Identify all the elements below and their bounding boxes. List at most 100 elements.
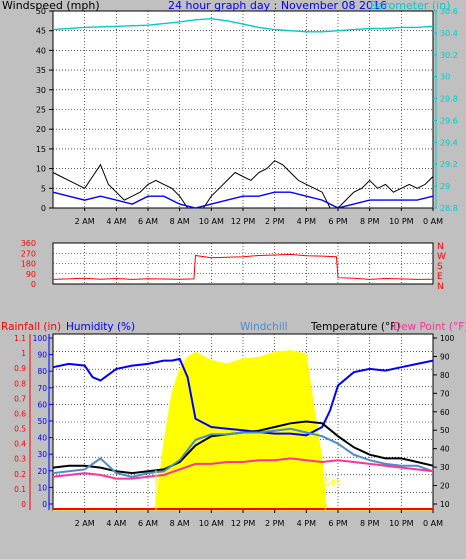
windspeed-tick-label: 15 [36, 145, 46, 154]
humidity-tick-label: 70 [37, 384, 47, 393]
direction-tick-label: 0 [31, 280, 36, 289]
rainfall-label: Rainfall (in) [1, 321, 61, 333]
temperature-tick-label: 30 [440, 463, 450, 472]
temperature-tick-label: 60 [440, 408, 450, 417]
temperature-tick-label: 50 [440, 426, 450, 435]
x-tick-label: 6 AM [138, 217, 158, 226]
compass-tick-label: S [437, 262, 443, 272]
x-tick-label: 8 PM [360, 217, 379, 226]
x-tick-label: 10 AM [199, 519, 224, 528]
direction-panel-grid [53, 243, 433, 284]
humidity-tick-label: 80 [37, 367, 47, 376]
temperature-tick-label: 100 [440, 334, 455, 343]
direction-panel-series [52, 253, 434, 280]
barometer-tick-label: 29.2 [440, 160, 458, 169]
humidity-label: Humidity (%) [66, 321, 135, 333]
windspeed-line [52, 160, 434, 209]
rainfall-tick-label: 0.2 [14, 470, 26, 479]
compass-tick-label: N [437, 242, 444, 252]
x-tick-label: 2 AM [75, 217, 95, 226]
compass-tick-label: N [437, 282, 444, 292]
x-tick-label: 4 PM [297, 519, 316, 528]
humidity-tick-label: 0 [42, 500, 47, 509]
temperature-label: Temperature (°F) [310, 321, 400, 333]
barometer-line [52, 17, 434, 33]
windspeed-tick-label: 40 [36, 46, 46, 55]
humidity-line [52, 357, 434, 437]
temperature-tick-label: 90 [440, 352, 450, 361]
barometer-axis-label: Barometer (in) [370, 0, 451, 12]
sunset-label: Set [325, 478, 340, 488]
temperature-tick-label: 70 [440, 389, 450, 398]
barometer-tick-label: 30.4 [440, 29, 458, 38]
humidity-tick-label: 10 [37, 483, 47, 492]
temperature-tick-label: 10 [440, 500, 450, 509]
barometer-tick-label: 29.6 [440, 116, 458, 125]
wind-panel-x-axis: 2 AM 4 AM 6 AM 8 AM 10 AM 12 PM 2 PM 4 PM 6 PM 8 … [75, 208, 443, 226]
windspeed-tick-label: 10 [36, 165, 46, 174]
rainfall-tick-label: 0.9 [14, 364, 26, 373]
wind-panel-series [52, 17, 434, 209]
rainfall-tick-label: 0 [21, 500, 26, 509]
humidity-tick-label: 100 [33, 334, 48, 343]
direction-tick-label: 90 [26, 270, 36, 279]
windspeed-tick-label: 30 [36, 86, 46, 95]
sunrise-label: Sunrise [155, 478, 189, 488]
windspeed-tick-label: 5 [41, 184, 46, 193]
barometer-tick-label: 29.8 [440, 95, 458, 104]
barometer-tick-label: 30 [440, 73, 450, 82]
windspeed-tick-label: 45 [36, 27, 46, 36]
x-tick-label: 2 AM [75, 519, 95, 528]
barometer-tick-label: 29 [440, 182, 450, 191]
humidity-tick-label: 30 [37, 450, 47, 459]
compass-tick-label: W [437, 252, 446, 262]
x-tick-label: 10 AM [199, 217, 224, 226]
humidity-tick-label: 50 [37, 417, 47, 426]
x-tick-label: 10 PM [389, 519, 414, 528]
rainfall-tick-label: 1.1 [14, 334, 26, 343]
x-tick-label: 4 AM [106, 519, 126, 528]
humidity-tick-label: 40 [37, 434, 47, 443]
wind-panel-grid [53, 11, 433, 208]
compass-tick-label: E [437, 272, 443, 282]
wind-panel-left-axis: 0 5 10 15 20 25 30 35 40 45 50 [36, 7, 53, 213]
windchill-label: Windchill [240, 321, 288, 333]
graph-title: 24 hour graph day : November 08 2016 [168, 0, 387, 12]
wind-direction-line [52, 253, 434, 280]
x-tick-label: 6 AM [138, 519, 158, 528]
direction-tick-label: 270 [21, 249, 36, 258]
x-tick-label: 8 AM [170, 519, 190, 528]
temp-panel-series [52, 350, 434, 511]
humidity-tick-label: 20 [37, 467, 47, 476]
rainfall-tick-label: 0.3 [14, 455, 26, 464]
windspeed-tick-label: 50 [36, 7, 46, 16]
humidity-axis: 0 10 20 30 40 50 60 70 80 90 100 [33, 334, 53, 510]
x-tick-label: 12 PM [231, 519, 256, 528]
x-tick-label: 8 PM [360, 519, 379, 528]
dewpoint-line [52, 457, 434, 480]
barometer-tick-label: 28.8 [440, 204, 458, 213]
barometer-tick-label: 30.6 [440, 7, 458, 16]
wind-panel-right-axis: 28.8 29 29.2 29.4 29.6 29.8 30 30.2 30.4 30.6 [433, 7, 458, 213]
x-tick-label: 6 PM [328, 217, 347, 226]
temperature-axis: 10 20 30 40 50 60 70 80 90 100 [433, 334, 455, 509]
x-tick-label: 10 PM [389, 217, 414, 226]
x-tick-label: 8 AM [170, 217, 190, 226]
x-tick-label: 4 PM [297, 217, 316, 226]
humidity-tick-label: 90 [37, 351, 47, 360]
x-tick-label: 6 PM [328, 519, 347, 528]
rainfall-tick-label: 0.6 [14, 409, 26, 418]
rainfall-tick-label: 0.5 [14, 425, 26, 434]
temperature-tick-label: 40 [440, 445, 450, 454]
rainfall-tick-label: 0.4 [14, 440, 26, 449]
temperature-tick-label: 80 [440, 371, 450, 380]
x-tick-label: 2 PM [265, 519, 284, 528]
rainfall-tick-label: 0.8 [14, 379, 26, 388]
barometer-tick-label: 29.4 [440, 138, 458, 147]
windspeed-tick-label: 25 [36, 106, 46, 115]
windchill-line [52, 427, 434, 478]
dewpoint-label: Dew Point (°F) [393, 321, 466, 333]
temperature-tick-label: 20 [440, 482, 450, 491]
